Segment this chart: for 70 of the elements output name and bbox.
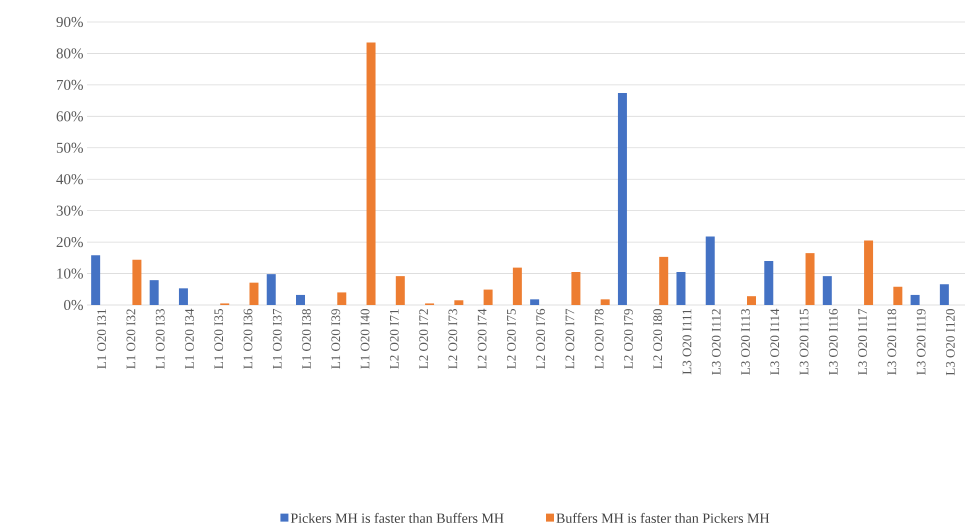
bar — [266, 274, 276, 305]
y-tick-label: 50% — [56, 142, 83, 153]
x-tick-label: L1 O20 I34 — [185, 308, 194, 369]
x-tick-label: L3 O20 I111 — [682, 309, 692, 374]
y-tick-label: 90% — [56, 16, 83, 28]
bar — [530, 299, 540, 305]
bar — [178, 288, 188, 305]
x-tick-label: L1 O20 I32 — [126, 309, 136, 369]
bar — [512, 268, 522, 305]
x-tick-label: L1 O20 I36 — [244, 308, 252, 369]
x-tick-label: L2 O20 I80 — [653, 309, 662, 369]
bar — [706, 236, 715, 305]
x-tick-label: L2 O20 I77 — [566, 308, 574, 369]
bar — [454, 300, 464, 305]
bar — [676, 272, 686, 305]
x-tick-label: L3 O20 I120 — [946, 309, 955, 376]
legend-label: Buffers MH is faster than Pickers MH — [556, 512, 770, 523]
x-tick-label: L3 O20 I113 — [741, 309, 750, 375]
y-tick-label: 40% — [56, 174, 83, 184]
bar — [132, 260, 142, 305]
y-tick-label: 70% — [56, 80, 83, 90]
x-tick-label: L2 O20 I79 — [624, 309, 633, 369]
bar — [806, 253, 815, 305]
bar — [296, 294, 306, 305]
bar — [618, 93, 627, 305]
x-tick-label: L2 O20 I74 — [478, 308, 486, 369]
x-tick-label: L1 O20 I38 — [302, 309, 311, 369]
bar — [747, 296, 756, 305]
x-tick-label: L2 O20 I73 — [448, 309, 458, 369]
bar — [659, 256, 668, 305]
legend-label: Pickers MH is faster than Buffers MH — [290, 512, 504, 523]
bar — [484, 290, 493, 305]
bar — [940, 284, 949, 305]
y-tick-label: 0% — [64, 300, 83, 310]
x-tick-label: L1 O20 I40 — [360, 309, 370, 369]
bar — [150, 280, 159, 305]
x-tick-label: L2 O20 I71 — [390, 309, 399, 369]
x-tick-label: L3 O20 I112 — [712, 309, 721, 375]
bar — [864, 240, 874, 305]
bar — [91, 255, 100, 305]
x-tick-label: L1 O20 I33 — [156, 309, 165, 369]
bar — [249, 282, 258, 305]
x-tick-label: L3 O20 I119 — [916, 309, 926, 375]
y-tick-label: 20% — [56, 237, 83, 248]
y-tick-label: 30% — [56, 206, 83, 216]
bar — [396, 276, 405, 305]
x-tick-label: L3 O20 I116 — [828, 308, 838, 375]
x-tick-label: L2 O20 I72 — [419, 309, 428, 369]
x-tick-label: L3 O20 I117 — [858, 308, 867, 375]
bar — [571, 272, 580, 305]
bar — [822, 276, 832, 305]
x-tick-label: L3 O20 I118 — [887, 309, 896, 375]
bar — [893, 286, 902, 305]
bar — [366, 42, 376, 305]
y-tick-label: 80% — [56, 48, 83, 59]
x-tick-label: L1 O20 I37 — [272, 308, 282, 369]
bar — [337, 292, 346, 305]
x-tick-label: L1 O20 I39 — [331, 309, 340, 369]
bar — [764, 260, 774, 305]
bar — [910, 294, 920, 305]
x-tick-label: L3 O20 I114 — [770, 308, 780, 375]
bar — [600, 299, 610, 305]
x-tick-label: L1 O20 I35 — [214, 309, 224, 369]
x-tick-label: L2 O20 I75 — [506, 309, 516, 369]
x-tick-label: L2 O20 I78 — [594, 309, 604, 369]
y-tick-label: 60% — [56, 111, 83, 122]
x-tick-label: L1 O20 I31 — [97, 309, 106, 369]
x-tick-label: L3 O20 I115 — [800, 309, 808, 375]
x-tick-label: L2 O20 I76 — [536, 308, 546, 369]
y-tick-label: 10% — [57, 268, 83, 279]
